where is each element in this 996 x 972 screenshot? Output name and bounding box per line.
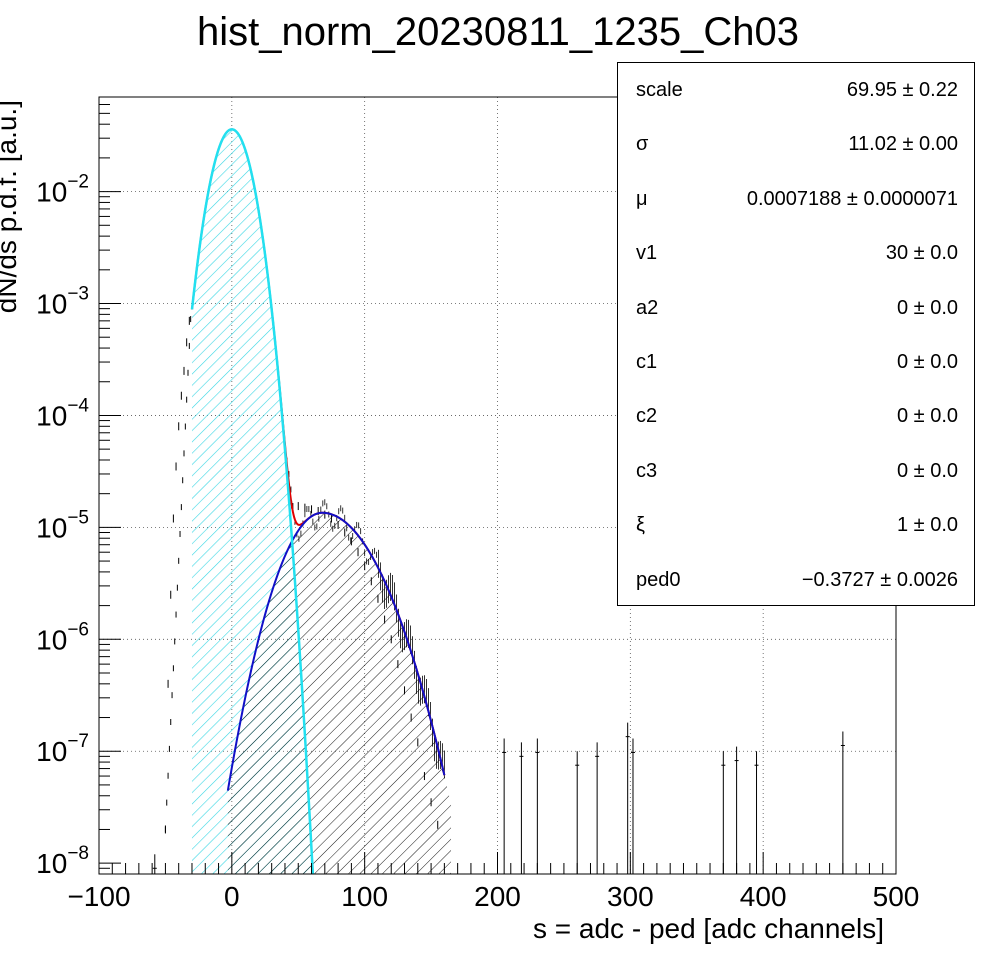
- stat-row: μ 0.0007188 ± 0.0000071: [618, 172, 974, 226]
- stat-name: a2: [636, 296, 659, 319]
- y-axis-label: dN/ds p.d.f. [a.u.]: [0, 100, 22, 313]
- x-tick-label: 300: [607, 881, 654, 912]
- stat-row: c2 0 ± 0.0: [618, 389, 974, 443]
- stat-value: −0.3727 ± 0.0026: [801, 568, 958, 591]
- y-tick-label: 10−5: [36, 507, 89, 543]
- signal-fill: [227, 512, 452, 874]
- y-tick-label: 10−2: [36, 172, 89, 208]
- y-tick-label: 10−8: [36, 843, 89, 879]
- x-tick-label: 200: [474, 881, 521, 912]
- stat-name: c3: [636, 459, 658, 482]
- fit-fill-areas: [191, 129, 452, 874]
- y-tick-label: 10−3: [36, 284, 89, 320]
- stat-value: 69.95 ± 0.22: [846, 79, 958, 101]
- stat-row: a2 0 ± 0.0: [618, 281, 974, 335]
- stat-name: σ: [636, 133, 649, 156]
- x-tick-label: 100: [341, 881, 388, 912]
- stat-value: 0 ± 0.0: [896, 405, 958, 428]
- x-tick-label: −100: [67, 881, 130, 912]
- stat-value: 1 ± 0.0: [896, 514, 958, 537]
- fit-stats-box: scale 69.95 ± 0.22 σ 11.02 ± 0.00 μ 0.0007188…: [617, 62, 975, 606]
- stat-value: 30 ± 0.0: [885, 242, 958, 265]
- axis-tick-labels: −100 0 100 200 300 400 500 10−8 10−7 10−6 10−5 10−4…: [36, 172, 919, 912]
- stat-row: v1 30 ± 0.0: [618, 226, 974, 280]
- stat-row: c3 0 ± 0.0: [618, 444, 974, 498]
- stat-name: ξ: [636, 514, 645, 537]
- stat-name: scale: [636, 79, 683, 101]
- stat-name: v1: [636, 242, 658, 265]
- x-tick-label: 500: [873, 881, 920, 912]
- pedestal-fit-curve: [190, 128, 315, 874]
- y-tick-label: 10−7: [36, 731, 89, 767]
- stat-row: ξ 1 ± 0.0: [618, 498, 974, 552]
- stat-row: σ 11.02 ± 0.00: [618, 117, 974, 171]
- y-tick-label: 10−4: [36, 395, 89, 431]
- stat-name: μ: [636, 187, 648, 210]
- x-axis-label: s = adc - ped [adc channels]: [533, 913, 884, 944]
- chart-title: hist_norm_20230811_1235_Ch03: [197, 10, 799, 54]
- y-tick-label: 10−6: [36, 619, 89, 655]
- stat-name: c2: [636, 405, 658, 428]
- signal-fit-curve: [226, 511, 446, 791]
- stat-value: 11.02 ± 0.00: [848, 133, 958, 156]
- stat-value: 0 ± 0.0: [896, 296, 958, 319]
- stat-row: c1 0 ± 0.0: [618, 335, 974, 389]
- stat-value: 0 ± 0.0: [896, 351, 958, 373]
- x-tick-label: 0: [224, 881, 240, 912]
- stat-name: ped0: [636, 568, 681, 591]
- stat-value: 0.0007188 ± 0.0000071: [746, 187, 958, 210]
- axis-ticks: [98, 96, 897, 875]
- fit-curves: [190, 128, 446, 874]
- stat-value: 0 ± 0.0: [896, 459, 958, 482]
- stat-row: ped0 −0.3727 ± 0.0026: [618, 553, 974, 607]
- data-points: [152, 316, 845, 874]
- stat-name: c1: [636, 351, 658, 373]
- x-tick-label: 400: [740, 881, 787, 912]
- stat-row: scale 69.95 ± 0.22: [618, 63, 974, 117]
